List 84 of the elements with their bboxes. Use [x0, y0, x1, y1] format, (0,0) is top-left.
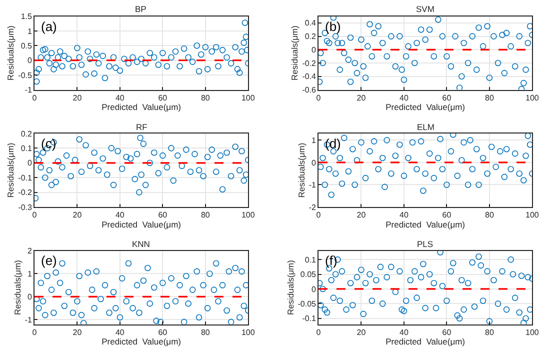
y-tick-label: 2 [28, 246, 33, 256]
x-tick-label: 80 [484, 210, 494, 220]
x-tick-label: 80 [484, 93, 494, 102]
x-tick-label: 40 [115, 210, 125, 220]
y-tick-label: -1 [24, 86, 32, 95]
annotation: (b) [325, 19, 341, 34]
y-tick-label: 0 [28, 292, 33, 302]
x-tick-label: 40 [400, 93, 409, 102]
x-tick-label: 60 [158, 93, 168, 102]
y-tick-label: -0.4 [302, 72, 317, 82]
x-tick-label: 60 [442, 328, 452, 337]
x-axis-title: Predicted Value(μm) [102, 220, 182, 230]
chart-title: BP [135, 4, 147, 14]
x-tick-label: 40 [115, 328, 125, 337]
y-axis-title: Residuals(μm) [6, 25, 16, 80]
x-tick-label: 20 [72, 210, 82, 220]
x-axis-title: Predicted Value(μm) [102, 336, 182, 347]
x-axis-title: Predicted Value(μm) [386, 336, 466, 347]
x-axis-title: Predicted Value(μm) [386, 220, 466, 230]
x-tick-label: 60 [158, 328, 168, 337]
x-tick-label: 80 [200, 93, 210, 102]
x-tick-label: 100 [241, 210, 256, 220]
y-tick-label: 1 [28, 26, 33, 36]
y-tick-label: -0.6 [302, 86, 317, 95]
y-tick-label: 0.5 [20, 41, 33, 50]
y-tick-label: 0.2 [304, 32, 317, 42]
annotation: (e) [41, 253, 57, 268]
y-tick-label: 0 [312, 158, 317, 168]
x-tick-label: 40 [400, 328, 409, 337]
x-tick-label: 20 [356, 210, 366, 220]
y-tick-label: 0 [312, 284, 317, 294]
chart-title: ELM [417, 122, 434, 132]
y-tick-label: -0.2 [302, 58, 317, 68]
x-axis-title: Predicted Value(μm) [102, 102, 182, 112]
y-tick-label: 1 [312, 136, 317, 145]
x-tick-label: 20 [356, 328, 366, 337]
y-tick-label: -1 [308, 180, 317, 190]
y-tick-label: 0 [28, 158, 33, 168]
y-tick-label: 0.4 [304, 18, 317, 28]
y-tick-label: 0.2 [20, 129, 33, 138]
y-tick-label: -0.1 [302, 314, 317, 324]
chart-title: RF [136, 122, 148, 132]
x-tick-label: 60 [158, 210, 168, 220]
y-tick-label: 0.05 [300, 270, 317, 280]
x-tick-label: 100 [526, 328, 540, 337]
chart-title: SVM [416, 4, 434, 14]
y-tick-label: -2 [308, 202, 317, 212]
y-tick-label: -0.5 [18, 70, 32, 80]
x-tick-label: 20 [72, 93, 82, 102]
x-tick-label: 60 [442, 210, 452, 220]
x-tick-label: 40 [115, 93, 125, 102]
annotation: (f) [325, 253, 338, 268]
y-axis-title: Residuals(μm) [6, 142, 16, 198]
x-tick-label: 100 [526, 210, 540, 220]
chart-title: PLS [417, 239, 434, 249]
y-tick-label: 1 [28, 270, 33, 279]
x-tick-label: 80 [200, 210, 210, 220]
y-tick-label: 0 [312, 45, 317, 54]
x-tick-label: 20 [72, 328, 82, 337]
x-tick-label: 60 [442, 93, 452, 102]
y-tick-label: -0.05 [298, 299, 317, 308]
y-axis-title: Residuals(μm) [290, 25, 300, 80]
x-axis-title: Predicted Value(μm) [386, 102, 466, 112]
y-tick-label: -1 [24, 315, 32, 324]
y-axis-title: Residuals(μm) [296, 142, 306, 198]
x-tick-label: 20 [356, 93, 366, 102]
x-tick-label: 100 [241, 328, 256, 337]
y-axis-title: Residuals(μm) [12, 260, 22, 315]
y-axis-title: Residuals(μm) [285, 260, 296, 315]
x-tick-label: 100 [241, 93, 256, 102]
y-tick-label: -0.2 [18, 188, 32, 198]
x-tick-label: 80 [484, 328, 494, 337]
x-tick-label: 80 [200, 328, 210, 337]
y-tick-label: 1.5 [20, 12, 33, 22]
annotation: (a) [41, 19, 57, 34]
annotation: (d) [325, 136, 341, 151]
y-tick-label: -0.3 [18, 202, 32, 212]
y-tick-label: 0 [28, 56, 33, 66]
chart-title: KNN [132, 239, 150, 249]
y-tick-label: 0.1 [304, 255, 317, 264]
y-tick-label: 0.1 [20, 144, 33, 153]
x-tick-label: 40 [400, 210, 409, 220]
y-tick-label: -0.1 [18, 173, 32, 182]
x-tick-label: 100 [526, 93, 540, 102]
